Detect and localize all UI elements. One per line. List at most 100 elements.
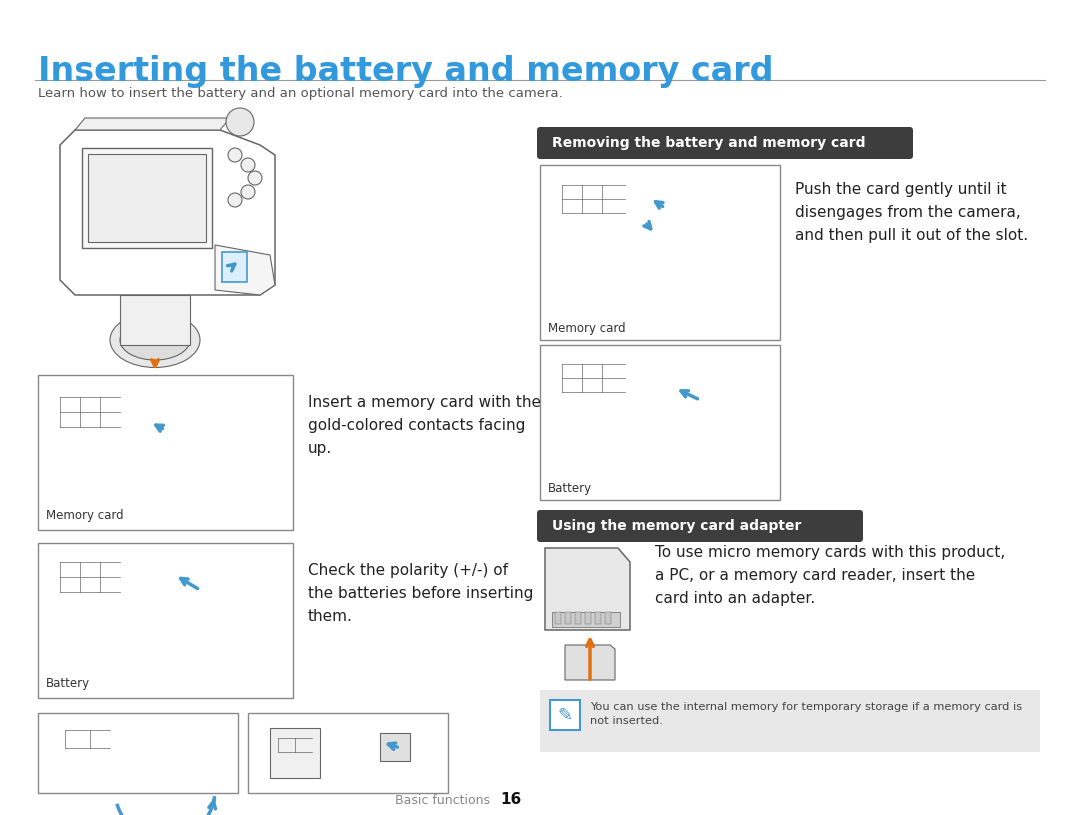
FancyBboxPatch shape (201, 584, 229, 632)
Bar (38, 713, 238, 793)
FancyBboxPatch shape (667, 393, 693, 437)
Bar (540, 690, 1040, 752)
Circle shape (677, 192, 713, 228)
Polygon shape (55, 720, 120, 785)
Circle shape (248, 171, 262, 185)
Bar (222, 252, 247, 282)
Bar (87, 154, 206, 242)
Circle shape (187, 734, 203, 750)
Circle shape (152, 753, 178, 779)
Circle shape (720, 234, 740, 254)
Circle shape (183, 753, 208, 779)
Polygon shape (75, 118, 230, 130)
Ellipse shape (120, 320, 190, 360)
Polygon shape (130, 410, 190, 445)
Polygon shape (565, 645, 615, 680)
Text: Battery: Battery (548, 482, 592, 495)
Bar (120, 295, 190, 345)
Circle shape (228, 408, 252, 432)
Bar (595, 612, 600, 624)
Bar (550, 700, 580, 730)
Circle shape (187, 758, 203, 774)
Text: You can use the internal memory for temporary storage if a memory card is
not in: You can use the internal memory for temp… (590, 702, 1022, 726)
Text: Battery: Battery (46, 677, 90, 690)
Circle shape (152, 729, 178, 755)
Circle shape (685, 200, 705, 220)
Text: Basic functions: Basic functions (395, 794, 490, 807)
Polygon shape (645, 349, 775, 492)
Bar (565, 612, 571, 624)
Polygon shape (50, 552, 130, 625)
Circle shape (192, 402, 228, 438)
Circle shape (157, 758, 173, 774)
Circle shape (241, 185, 255, 199)
FancyBboxPatch shape (537, 510, 863, 542)
Polygon shape (645, 170, 775, 332)
Bar (248, 713, 448, 793)
Text: Inserting the battery and memory card: Inserting the battery and memory card (38, 55, 773, 88)
FancyBboxPatch shape (161, 584, 189, 632)
Text: ✎: ✎ (557, 707, 572, 725)
Text: Check the polarity (+/-) of
the batteries before inserting
them.: Check the polarity (+/-) of the batterie… (308, 563, 534, 623)
Bar (82, 148, 212, 248)
Text: Using the memory card adapter: Using the memory card adapter (552, 519, 801, 533)
Polygon shape (552, 354, 635, 422)
Circle shape (183, 729, 208, 755)
Bar (38, 375, 293, 530)
FancyBboxPatch shape (702, 393, 728, 437)
Polygon shape (258, 718, 437, 785)
Ellipse shape (205, 594, 225, 602)
Bar (270, 728, 320, 778)
Bar (38, 543, 293, 698)
Text: Learn how to insert the battery and an optional memory card into the camera.: Learn how to insert the battery and an o… (38, 87, 563, 100)
Polygon shape (545, 548, 630, 630)
Polygon shape (145, 548, 285, 688)
Text: 16: 16 (500, 792, 522, 808)
Ellipse shape (165, 624, 185, 632)
Circle shape (712, 226, 748, 262)
FancyBboxPatch shape (702, 363, 728, 407)
Polygon shape (135, 715, 230, 785)
Polygon shape (630, 195, 675, 228)
Circle shape (192, 432, 228, 468)
Text: Memory card: Memory card (46, 509, 123, 522)
Bar (605, 612, 611, 624)
Circle shape (228, 438, 252, 462)
Ellipse shape (205, 624, 225, 632)
Text: Memory card: Memory card (548, 322, 625, 335)
Polygon shape (60, 130, 275, 295)
Text: To use micro memory cards with this product,
a PC, or a memory card reader, inse: To use micro memory cards with this prod… (654, 545, 1005, 606)
Circle shape (720, 200, 740, 220)
FancyBboxPatch shape (201, 554, 229, 602)
Circle shape (198, 408, 222, 432)
Polygon shape (50, 387, 130, 455)
Circle shape (712, 192, 748, 228)
Bar (585, 612, 591, 624)
Text: Push the card gently until it
disengages from the camera,
and then pull it out o: Push the card gently until it disengages… (795, 182, 1028, 243)
Bar (540, 345, 780, 500)
Bar (540, 165, 780, 340)
Bar (575, 612, 581, 624)
Circle shape (685, 234, 705, 254)
Text: Removing the battery and memory card: Removing the battery and memory card (552, 136, 865, 150)
Circle shape (222, 402, 258, 438)
FancyBboxPatch shape (667, 363, 693, 407)
Circle shape (677, 226, 713, 262)
Polygon shape (552, 175, 635, 242)
Circle shape (198, 438, 222, 462)
Circle shape (228, 193, 242, 207)
Bar (555, 612, 561, 624)
FancyBboxPatch shape (537, 127, 913, 159)
Circle shape (157, 734, 173, 750)
Bar (380, 733, 410, 761)
Text: Insert a memory card with the
gold-colored contacts facing
up.: Insert a memory card with the gold-color… (308, 395, 541, 456)
Circle shape (226, 108, 254, 136)
Circle shape (222, 432, 258, 468)
Polygon shape (145, 382, 285, 522)
FancyBboxPatch shape (161, 554, 189, 602)
Ellipse shape (165, 594, 185, 602)
Bar (552, 612, 620, 627)
Polygon shape (215, 245, 275, 295)
Circle shape (241, 158, 255, 172)
Circle shape (228, 148, 242, 162)
